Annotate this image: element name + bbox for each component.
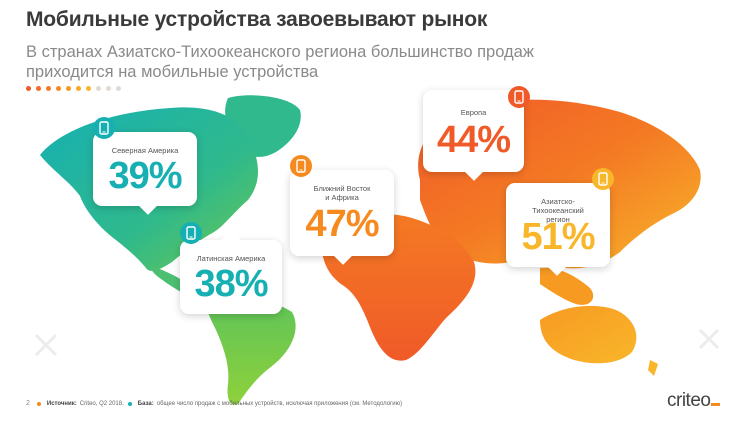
source-text: Criteo, Q2 2018. (79, 400, 124, 407)
base-label: База: (137, 400, 154, 407)
region-name: Азиатско-Тихоокеанский регион (532, 197, 584, 224)
region-card-europe: Европа 44% (423, 90, 524, 181)
region-value: 47% (305, 203, 379, 245)
new-zealand-shape (648, 360, 658, 376)
footer: 2 Источник: Criteo, Q2 2018. База: общее… (26, 400, 402, 407)
page-number: 2 (26, 400, 30, 407)
region-value: 39% (108, 155, 182, 197)
bullet-dot (127, 401, 132, 406)
page-subtitle: В странах Азиатско-Тихоокеанского регион… (26, 43, 534, 81)
region-card-north-america: Северная Америка 39% (93, 132, 197, 215)
australia-shape (540, 305, 637, 364)
page-title: Мобильные устройства завоевывают рынок (26, 8, 488, 31)
bullet-dot (36, 401, 41, 406)
mobile-phone-icon (592, 168, 614, 190)
source-label: Источник: (46, 400, 77, 407)
region-card-middle-east-africa: Ближний Восток и Африка 47% (290, 170, 394, 265)
mobile-phone-icon (180, 222, 202, 244)
criteo-logo: criteo (667, 390, 721, 412)
region-name: Европа (460, 108, 487, 117)
region-card-latin-america: Латинская Америка 38% (180, 230, 282, 314)
region-name: Северная Америка (111, 146, 179, 155)
region-value: 51% (521, 216, 595, 258)
region-name: Латинская Америка (196, 254, 266, 263)
mobile-phone-icon (508, 86, 530, 108)
region-value: 38% (194, 263, 268, 305)
decorative-dots (26, 86, 121, 91)
region-name: Ближний Восток и Африка (313, 184, 371, 202)
logo-text: criteo (667, 390, 711, 411)
southeast-asia-shape (540, 267, 594, 305)
logo-bar (711, 403, 721, 406)
decorative-cross-marks (34, 328, 720, 357)
base-text: общее число продаж с мобильных устройств… (156, 400, 403, 407)
mobile-phone-icon (290, 155, 312, 177)
region-card-asia-pacific: Азиатско-Тихоокеанский регион 51% (506, 183, 610, 276)
south-america-shape (205, 293, 296, 405)
region-value: 44% (436, 119, 511, 161)
mobile-phone-icon (93, 117, 115, 139)
